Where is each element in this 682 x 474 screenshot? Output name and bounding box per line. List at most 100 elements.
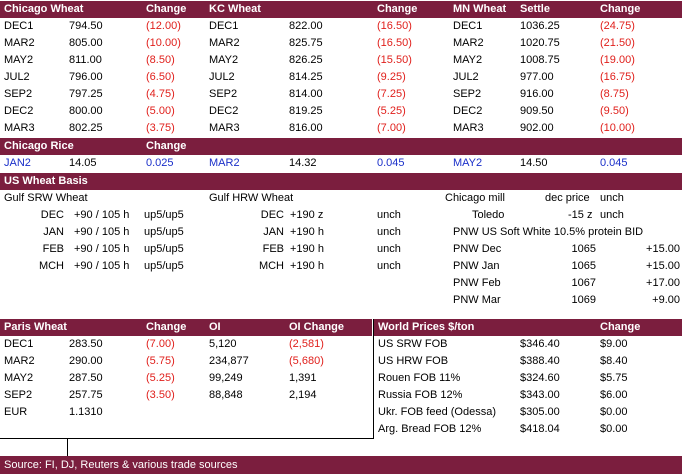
rice-month-3: MAY2 <box>453 157 483 169</box>
paris-settle: 283.50 <box>69 338 103 350</box>
cw-change: (3.75) <box>146 122 175 134</box>
world-origin: US SRW FOB <box>378 338 448 350</box>
header-paris-change: Change <box>146 321 187 333</box>
paris-oi-change: 1,391 <box>289 372 317 384</box>
pnw-month: PNW Jan <box>453 260 500 272</box>
paris-settle: 257.75 <box>69 389 103 401</box>
cw-month: JUL2 <box>4 71 30 83</box>
kc-change: (5.25) <box>377 105 406 117</box>
mn-month: MAR3 <box>453 122 484 134</box>
paris-month: MAY2 <box>4 372 34 384</box>
header-chicago-rice: Chicago Rice <box>4 140 74 152</box>
header-paris-oi: OI <box>209 321 221 333</box>
paris-month: MAR2 <box>4 355 35 367</box>
mn-settle: 909.50 <box>520 105 554 117</box>
cw-month: SEP2 <box>4 88 33 100</box>
cw-settle: 796.00 <box>69 71 103 83</box>
paris-oi: 234,877 <box>209 355 249 367</box>
kc-month: DEC2 <box>209 105 239 117</box>
world-price: $346.40 <box>520 338 560 350</box>
paris-settle: 290.00 <box>69 355 103 367</box>
header-mn-wheat: MN Wheat <box>453 3 507 15</box>
srw-basis: +90 / 105 h <box>74 243 130 255</box>
srw-change: up5/up5 <box>144 209 184 221</box>
cw-settle: 794.50 <box>69 20 103 32</box>
header-settle: Settle <box>520 3 550 15</box>
hrw-month: MCH <box>258 260 284 272</box>
mn-change: (10.00) <box>600 122 635 134</box>
cw-change: (4.75) <box>146 88 175 100</box>
mn-change: (8.75) <box>600 88 629 100</box>
kc-month: MAR2 <box>209 37 240 49</box>
toledo-change: unch <box>600 209 624 221</box>
mn-month: JUL2 <box>453 71 479 83</box>
pnw-change: +9.00 <box>652 294 680 306</box>
eur-value: 1.1310 <box>69 406 103 418</box>
rice-header: Chicago Rice Change <box>0 138 682 155</box>
cw-month: DEC2 <box>4 105 34 117</box>
kc-change: (15.50) <box>377 54 412 66</box>
pnw-month: PNW Dec <box>453 243 502 255</box>
pnw-price: 1065 <box>571 243 596 255</box>
paris-oi-change: (2,581) <box>289 338 324 350</box>
mn-settle: 1020.75 <box>520 37 560 49</box>
kc-settle: 822.00 <box>289 20 323 32</box>
cw-change: (10.00) <box>146 37 181 49</box>
paris-oi-change: 2,194 <box>289 389 317 401</box>
srw-basis: +90 / 105 h <box>74 209 130 221</box>
world-price: $305.00 <box>520 406 560 418</box>
mn-month: DEC1 <box>453 20 483 32</box>
rice-change-1: 0.025 <box>146 157 174 169</box>
kc-settle: 816.00 <box>289 122 323 134</box>
footer-tick <box>67 438 68 456</box>
paris-month: DEC1 <box>4 338 34 350</box>
rice-change-2: 0.045 <box>377 157 405 169</box>
hrw-change: unch <box>377 243 401 255</box>
pnw-price: 1067 <box>571 277 596 289</box>
mn-change: (16.75) <box>600 71 635 83</box>
hrw-change: unch <box>377 260 401 272</box>
paris-oi-change: (5,680) <box>289 355 324 367</box>
hrw-change: unch <box>377 209 401 221</box>
mn-settle: 916.00 <box>520 88 554 100</box>
srw-change: up5/up5 <box>144 260 184 272</box>
srw-change: up5/up5 <box>144 226 184 238</box>
gulf-srw-title: Gulf SRW Wheat <box>4 192 88 204</box>
world-price: $418.04 <box>520 423 560 435</box>
mn-settle: 1008.75 <box>520 54 560 66</box>
rice-month-2: MAR2 <box>209 157 240 169</box>
pnw-price: 1069 <box>571 294 596 306</box>
world-change: $0.00 <box>600 406 628 418</box>
mn-settle: 977.00 <box>520 71 554 83</box>
kc-change: (16.50) <box>377 20 412 32</box>
cw-month: MAR3 <box>4 122 35 134</box>
cw-settle: 800.00 <box>69 105 103 117</box>
toledo-label: Toledo <box>472 209 505 221</box>
pnw-month: PNW Feb <box>453 277 501 289</box>
chicago-mill-title: Chicago mill <box>445 192 505 204</box>
rice-price-1: 14.05 <box>69 157 97 169</box>
srw-basis: +90 / 105 h <box>74 260 130 272</box>
hrw-month: FEB <box>262 243 284 255</box>
world-origin: Ukr. FOB feed (Odessa) <box>378 406 496 418</box>
mn-change: (21.50) <box>600 37 635 49</box>
hrw-basis: +190 h <box>290 243 324 255</box>
gulf-hrw-title: Gulf HRW Wheat <box>209 192 294 204</box>
world-price: $388.40 <box>520 355 560 367</box>
cw-change: (12.00) <box>146 20 181 32</box>
paris-month: SEP2 <box>4 389 33 401</box>
paris-change: (7.00) <box>146 338 175 350</box>
world-origin: Russia FOB 12% <box>378 389 463 401</box>
kc-change: (9.25) <box>377 71 406 83</box>
header-change-2: Change <box>377 3 418 15</box>
header-rice-change: Change <box>146 140 187 152</box>
world-change: $8.40 <box>600 355 628 367</box>
srw-change: up5/up5 <box>144 243 184 255</box>
header-us-wheat-basis: US Wheat Basis <box>4 175 88 187</box>
mn-change: (24.75) <box>600 20 635 32</box>
world-prices-header: World Prices $/ton Change <box>374 319 682 336</box>
hrw-basis: +190 h <box>290 260 324 272</box>
pnw-title: PNW US Soft White 10.5% protein BID <box>453 226 644 238</box>
kc-month: MAY2 <box>209 54 239 66</box>
mn-change: (19.00) <box>600 54 635 66</box>
